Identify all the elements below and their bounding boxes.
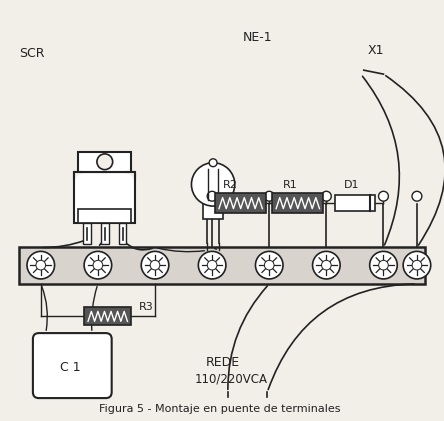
Text: SCR: SCR [19,48,44,60]
FancyBboxPatch shape [33,333,112,398]
Circle shape [264,191,274,201]
Text: NE-1: NE-1 [243,31,272,44]
Text: X1: X1 [368,45,384,57]
Bar [119,223,127,245]
Circle shape [321,191,331,201]
Bar [84,307,131,325]
Circle shape [36,260,46,270]
Bar [78,152,131,172]
Circle shape [255,251,283,279]
Text: 110/220VCA: 110/220VCA [194,372,267,385]
Bar [272,193,323,213]
Text: Figura 5 - Montaje en puente de terminales: Figura 5 - Montaje en puente de terminal… [99,404,341,414]
Circle shape [93,260,103,270]
Bar [74,172,135,223]
Text: D1: D1 [344,180,360,190]
Circle shape [191,163,235,206]
Circle shape [403,251,431,279]
Circle shape [379,191,388,201]
Circle shape [412,191,422,201]
Circle shape [141,251,169,279]
Bar [19,248,425,284]
Text: R3: R3 [139,302,154,312]
Circle shape [370,251,397,279]
Text: REDE: REDE [206,356,240,369]
Circle shape [321,260,331,270]
Bar [335,195,375,211]
Circle shape [84,251,112,279]
Bar [101,223,109,245]
Circle shape [265,260,274,270]
Circle shape [198,251,226,279]
Bar [78,209,131,223]
Circle shape [150,260,160,270]
Text: C 1: C 1 [60,360,81,373]
Circle shape [209,159,217,167]
Circle shape [412,260,422,270]
Circle shape [27,251,55,279]
Text: R1: R1 [283,180,298,190]
Circle shape [97,154,113,170]
Text: R2: R2 [223,180,238,190]
Circle shape [207,260,217,270]
Circle shape [207,191,217,201]
Circle shape [379,260,388,270]
Polygon shape [127,172,135,179]
Polygon shape [74,172,82,179]
Bar [83,223,91,245]
Bar [203,201,223,219]
Bar [215,193,266,213]
Circle shape [313,251,340,279]
